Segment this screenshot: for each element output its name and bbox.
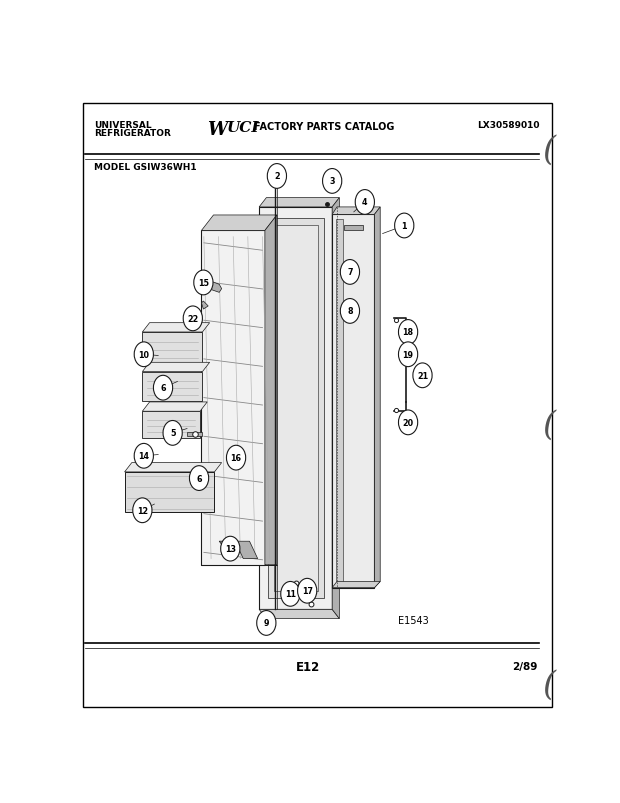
Polygon shape (143, 324, 210, 332)
Polygon shape (236, 450, 245, 458)
Polygon shape (259, 609, 339, 619)
Polygon shape (332, 581, 380, 588)
Text: 2: 2 (274, 173, 280, 181)
Circle shape (413, 364, 432, 388)
Polygon shape (235, 541, 258, 559)
Circle shape (399, 410, 418, 435)
Polygon shape (125, 463, 222, 472)
Text: FACTORY PARTS CATALOG: FACTORY PARTS CATALOG (254, 122, 395, 132)
Polygon shape (202, 216, 277, 231)
Polygon shape (259, 198, 339, 208)
Circle shape (399, 320, 418, 345)
Text: 3: 3 (329, 177, 335, 186)
Polygon shape (202, 231, 265, 565)
Text: 2/89: 2/89 (512, 662, 537, 671)
Polygon shape (259, 208, 332, 609)
Polygon shape (202, 302, 208, 310)
Polygon shape (336, 220, 343, 581)
Circle shape (340, 300, 360, 324)
Text: 16: 16 (231, 454, 242, 463)
Circle shape (281, 581, 300, 606)
Circle shape (399, 342, 418, 367)
Circle shape (163, 421, 182, 446)
Polygon shape (210, 282, 222, 293)
Polygon shape (273, 226, 317, 591)
Circle shape (134, 342, 153, 367)
Polygon shape (143, 372, 202, 402)
Text: 6: 6 (161, 384, 166, 393)
Polygon shape (143, 363, 210, 372)
Text: 13: 13 (225, 544, 236, 553)
Text: 17: 17 (302, 586, 312, 596)
Text: 15: 15 (198, 279, 209, 287)
Text: UNIVERSAL: UNIVERSAL (94, 121, 152, 130)
Circle shape (226, 446, 246, 471)
Polygon shape (265, 216, 277, 565)
Text: (: ( (542, 410, 556, 442)
Text: E12: E12 (296, 660, 321, 673)
Text: 21: 21 (417, 371, 428, 381)
Polygon shape (268, 218, 324, 598)
Text: MODEL GSIW36WH1: MODEL GSIW36WH1 (94, 163, 197, 172)
Circle shape (133, 498, 152, 523)
Polygon shape (219, 541, 243, 551)
Circle shape (134, 444, 153, 469)
Text: 12: 12 (137, 506, 148, 515)
Circle shape (340, 260, 360, 285)
Text: 1: 1 (402, 222, 407, 230)
Text: W: W (207, 121, 228, 139)
Circle shape (221, 536, 240, 561)
Text: 9: 9 (264, 618, 269, 628)
Text: UCI: UCI (226, 121, 259, 135)
Circle shape (394, 214, 414, 238)
Polygon shape (143, 332, 202, 365)
Polygon shape (374, 208, 380, 588)
Circle shape (267, 165, 286, 190)
Circle shape (257, 611, 276, 635)
Text: 14: 14 (138, 452, 149, 461)
Text: 5: 5 (170, 429, 175, 438)
Text: (: ( (542, 669, 556, 701)
Text: 22: 22 (187, 315, 198, 324)
Polygon shape (332, 215, 374, 588)
Circle shape (194, 271, 213, 296)
Text: 8: 8 (347, 307, 353, 316)
Circle shape (298, 579, 317, 603)
Text: (: ( (542, 135, 556, 167)
Polygon shape (187, 432, 202, 437)
Polygon shape (143, 412, 200, 439)
Text: LX30589010: LX30589010 (477, 121, 540, 130)
Text: 6: 6 (197, 474, 202, 483)
Circle shape (184, 307, 203, 332)
Circle shape (190, 466, 209, 491)
Polygon shape (332, 208, 380, 215)
Circle shape (355, 190, 374, 215)
Text: 20: 20 (402, 418, 414, 427)
Circle shape (153, 376, 172, 401)
Text: 4: 4 (362, 198, 368, 207)
Polygon shape (143, 402, 207, 412)
Text: 18: 18 (402, 328, 414, 337)
Circle shape (322, 169, 342, 194)
Text: 11: 11 (285, 589, 296, 598)
Text: 10: 10 (138, 350, 149, 359)
Text: E1543: E1543 (399, 616, 429, 626)
Polygon shape (344, 226, 363, 231)
Text: 19: 19 (402, 350, 414, 359)
Text: 7: 7 (347, 268, 353, 277)
Polygon shape (332, 198, 339, 619)
Polygon shape (125, 472, 215, 512)
Text: REFRIGERATOR: REFRIGERATOR (94, 128, 171, 137)
